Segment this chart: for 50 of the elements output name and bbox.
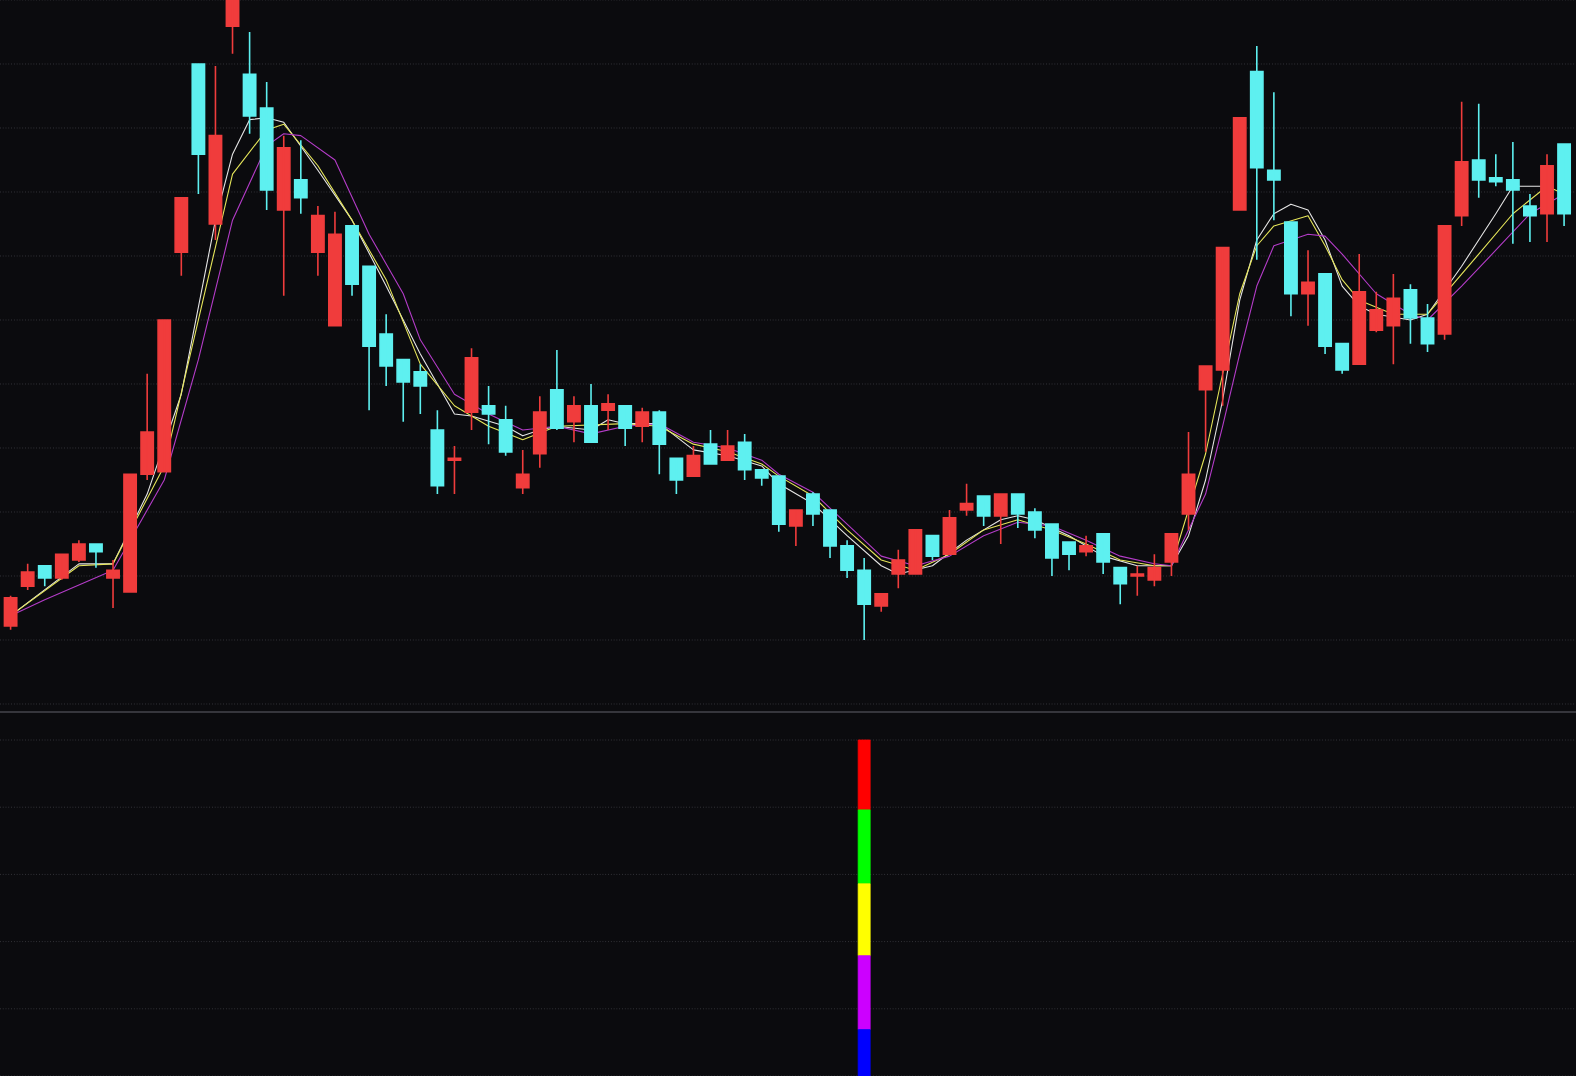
candlestick [567,395,581,444]
candlestick [549,349,564,431]
candlestick [1557,143,1572,227]
candlestick [993,493,1008,545]
candlestick [430,409,445,495]
candlestick [208,65,223,241]
candlestick [1301,249,1315,327]
candlestick [1249,45,1264,261]
candlestick [1079,534,1094,557]
candlestick [191,63,206,195]
candlestick [1113,566,1128,605]
candlestick [1096,532,1111,575]
candlestick [498,404,513,457]
candlestick [293,139,308,215]
candlestick [788,509,803,547]
candlestick [1266,91,1281,221]
candlestick [652,409,667,476]
candlestick [464,347,479,431]
candlestick [601,393,616,431]
candlestick [174,196,189,277]
candlestick [686,445,701,477]
candlestick [1284,221,1298,317]
candlestick [447,445,462,495]
candlestick [89,543,103,569]
candlestick [532,395,547,469]
candlestick [515,449,530,495]
candlestick [618,404,633,447]
candlestick [3,595,18,631]
candlestick [20,563,35,591]
candlestick [976,495,991,527]
candlestick [225,0,240,55]
candlestick [1403,283,1418,345]
candlestick [1420,303,1435,353]
candlestick [37,564,52,588]
candlestick [635,406,650,444]
candlestick [1454,100,1469,227]
candlestick [669,457,684,495]
candlestick [720,429,735,461]
candlestick [481,385,496,445]
candlestick [1437,225,1452,341]
candlestick [1181,431,1196,531]
candlestick [1164,532,1179,577]
candlestick [874,593,889,613]
candlestick [584,383,598,444]
candlestick [276,134,291,297]
candlestick [1540,153,1554,243]
candlestick [1523,193,1537,243]
candlestick [703,429,718,465]
candlestick [1232,116,1247,211]
candlestick [959,483,974,517]
